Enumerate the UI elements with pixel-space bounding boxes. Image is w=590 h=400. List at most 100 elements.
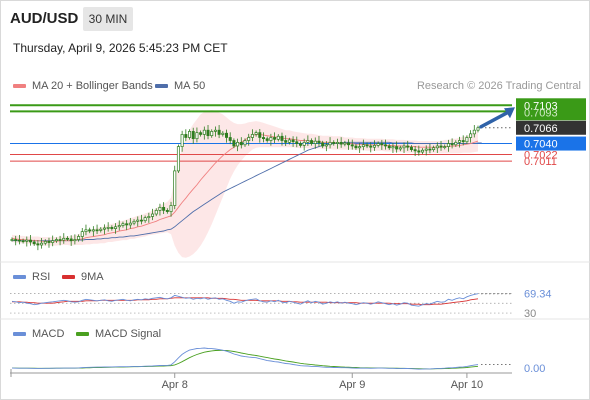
candle: [14, 239, 18, 241]
candle: [350, 144, 354, 147]
ma50-swatch: [155, 84, 168, 88]
legend-ma20-bollinger: MA 20 + Bollinger Bands: [13, 80, 153, 92]
candle: [62, 237, 66, 241]
symbol-title: AUD/USD: [10, 10, 79, 27]
candle: [343, 142, 347, 145]
rsi-ma-line: [12, 297, 479, 306]
candle: [173, 170, 177, 206]
candle: [40, 242, 44, 246]
candle: [376, 143, 380, 146]
candle: [365, 144, 369, 147]
candle: [361, 144, 365, 147]
candle: [435, 145, 439, 149]
candle: [65, 237, 69, 240]
legend-macd-signal-label: MACD Signal: [95, 328, 162, 340]
candle: [395, 146, 399, 150]
candle: [358, 146, 362, 149]
candle: [110, 227, 114, 229]
candle: [439, 145, 443, 148]
candle: [154, 210, 158, 215]
macd-swatch: [13, 332, 26, 336]
candle: [424, 148, 428, 151]
support-label-red: 0.7022: [524, 149, 558, 161]
candle: [406, 145, 410, 148]
resistance-label-bg: [516, 98, 586, 121]
timeframe-badge[interactable]: 30 MIN: [83, 7, 133, 31]
candle: [191, 131, 195, 140]
bollinger-band: [12, 110, 478, 258]
candle: [321, 142, 325, 147]
candle: [273, 137, 277, 140]
x-tick-label: Apr 8: [162, 379, 188, 391]
candle: [347, 142, 351, 146]
candle: [128, 222, 132, 226]
ma50-line: [12, 141, 482, 242]
support-label-bg: [516, 136, 586, 151]
candle: [417, 150, 421, 153]
candle: [239, 141, 243, 146]
candle: [446, 143, 450, 147]
macd-zero-label: 0.00: [524, 363, 545, 375]
candle: [391, 146, 395, 149]
candle: [324, 144, 328, 147]
candle: [99, 228, 103, 231]
candle: [176, 146, 180, 172]
candle: [180, 134, 184, 147]
candle: [84, 229, 88, 232]
rsi-swatch: [13, 275, 26, 279]
candle: [125, 223, 129, 226]
macd-panel: 0.00: [11, 347, 545, 375]
legend-macd-signal: MACD Signal: [76, 328, 161, 340]
candle: [217, 129, 221, 135]
candle: [432, 147, 436, 150]
candle: [47, 240, 51, 243]
legend-rsi-ma: 9MA: [62, 271, 104, 283]
rsi-level-label: 30: [524, 308, 536, 320]
rsi-ma-swatch: [62, 275, 75, 279]
candle: [143, 217, 147, 222]
candle: [73, 239, 77, 242]
candle: [69, 238, 73, 242]
candle: [369, 145, 373, 148]
candle: [258, 132, 262, 138]
candle: [428, 148, 432, 151]
candle: [202, 129, 206, 135]
candle: [210, 131, 214, 137]
candle: [409, 146, 413, 150]
candle: [243, 140, 247, 146]
candle: [106, 227, 110, 229]
candle: [306, 140, 310, 143]
candle: [269, 137, 273, 141]
candle: [199, 132, 203, 135]
candle: [184, 134, 188, 138]
rsi-last-label: 69.34: [524, 289, 552, 301]
candle: [232, 140, 236, 147]
candle: [136, 219, 140, 222]
candle: [380, 143, 384, 146]
candle: [225, 132, 229, 138]
candle: [280, 135, 284, 141]
candle: [95, 229, 99, 232]
candle: [32, 241, 36, 245]
candle: [91, 229, 95, 232]
candle: [450, 143, 454, 146]
candle: [472, 129, 476, 135]
resistance-label: 0.7103: [524, 100, 558, 112]
candle: [469, 133, 473, 138]
candle: [43, 240, 47, 244]
candle: [121, 223, 125, 226]
candle: [10, 239, 14, 241]
candle: [21, 240, 25, 243]
candle: [298, 143, 302, 146]
candle: [461, 140, 465, 143]
candle: [195, 132, 199, 140]
candle: [102, 227, 106, 230]
forecast-arrow-head: [504, 107, 515, 119]
legend-rsi-label: RSI: [32, 271, 51, 283]
candle: [147, 216, 151, 219]
candle: [454, 141, 458, 146]
candle: [80, 231, 84, 237]
candle: [162, 206, 166, 211]
